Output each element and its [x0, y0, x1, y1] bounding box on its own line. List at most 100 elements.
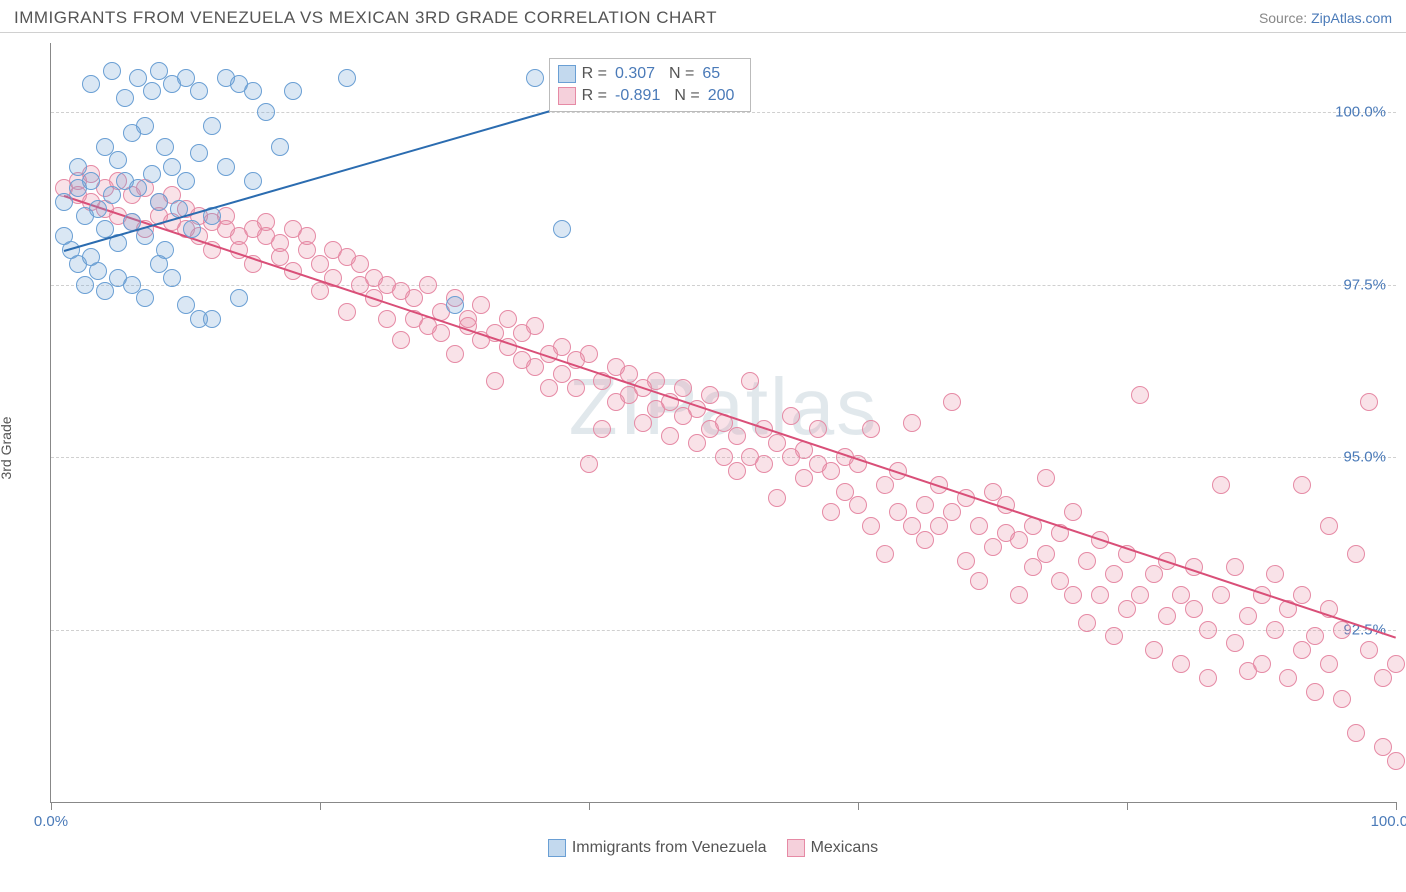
- scatter-point: [943, 393, 961, 411]
- legend-bottom: Immigrants from VenezuelaMexicans: [0, 839, 1406, 857]
- scatter-point: [1226, 634, 1244, 652]
- scatter-point: [136, 117, 154, 135]
- scatter-point: [984, 538, 1002, 556]
- scatter-point: [1293, 476, 1311, 494]
- scatter-point: [156, 241, 174, 259]
- scatter-point: [156, 138, 174, 156]
- scatter-point: [1105, 627, 1123, 645]
- scatter-point: [1131, 586, 1149, 604]
- legend-swatch: [548, 839, 566, 857]
- scatter-point: [1145, 641, 1163, 659]
- scatter-point: [567, 379, 585, 397]
- legend-swatch: [558, 87, 576, 105]
- scatter-point: [203, 117, 221, 135]
- trend-line: [64, 195, 1396, 638]
- legend-swatch: [558, 65, 576, 83]
- legend-r-value: -0.891: [615, 85, 660, 107]
- scatter-point: [526, 317, 544, 335]
- scatter-point: [970, 517, 988, 535]
- legend-stats: R =0.307N =65R =-0.891N =200: [549, 58, 752, 112]
- scatter-point: [526, 358, 544, 376]
- source-link[interactable]: ZipAtlas.com: [1311, 10, 1392, 26]
- scatter-point: [338, 303, 356, 321]
- scatter-point: [849, 496, 867, 514]
- scatter-point: [405, 289, 423, 307]
- scatter-point: [82, 172, 100, 190]
- scatter-point: [768, 489, 786, 507]
- scatter-point: [728, 462, 746, 480]
- scatter-point: [446, 296, 464, 314]
- scatter-point: [486, 372, 504, 390]
- scatter-point: [957, 552, 975, 570]
- scatter-point: [257, 213, 275, 231]
- chart-area: 3rd Grade ZIPatlas 92.5%95.0%97.5%100.0%…: [0, 33, 1406, 863]
- legend-row: R =-0.891N =200: [558, 85, 743, 107]
- gridline: [51, 630, 1396, 631]
- scatter-point: [284, 82, 302, 100]
- scatter-point: [661, 427, 679, 445]
- scatter-point: [392, 331, 410, 349]
- scatter-point: [177, 172, 195, 190]
- chart-source: Source: ZipAtlas.com: [1259, 10, 1392, 26]
- scatter-point: [257, 103, 275, 121]
- scatter-point: [244, 172, 262, 190]
- scatter-point: [203, 310, 221, 328]
- scatter-point: [580, 455, 598, 473]
- scatter-point: [378, 310, 396, 328]
- scatter-point: [1212, 476, 1230, 494]
- scatter-point: [1158, 607, 1176, 625]
- scatter-point: [943, 503, 961, 521]
- scatter-point: [1199, 621, 1217, 639]
- x-tick: [1396, 802, 1397, 810]
- scatter-point: [741, 372, 759, 390]
- legend-row: R =0.307N =65: [558, 63, 743, 85]
- scatter-point: [822, 462, 840, 480]
- scatter-point: [190, 144, 208, 162]
- scatter-point: [1105, 565, 1123, 583]
- scatter-point: [109, 151, 127, 169]
- scatter-point: [96, 282, 114, 300]
- scatter-point: [1253, 655, 1271, 673]
- scatter-point: [1199, 669, 1217, 687]
- scatter-point: [688, 434, 706, 452]
- scatter-point: [553, 220, 571, 238]
- scatter-point: [1037, 545, 1055, 563]
- scatter-point: [647, 372, 665, 390]
- scatter-point: [540, 379, 558, 397]
- scatter-point: [76, 276, 94, 294]
- legend-r-label: R =: [582, 63, 607, 85]
- y-tick-label: 97.5%: [1343, 276, 1386, 293]
- scatter-point: [271, 138, 289, 156]
- scatter-point: [1333, 690, 1351, 708]
- scatter-point: [1064, 586, 1082, 604]
- scatter-point: [1320, 655, 1338, 673]
- scatter-point: [1226, 558, 1244, 576]
- scatter-point: [1064, 503, 1082, 521]
- scatter-point: [1037, 469, 1055, 487]
- scatter-point: [1266, 565, 1284, 583]
- scatter-point: [634, 414, 652, 432]
- x-tick: [589, 802, 590, 810]
- legend-series-label: Mexicans: [811, 839, 879, 856]
- scatter-point: [862, 517, 880, 535]
- scatter-point: [1347, 724, 1365, 742]
- chart-title: IMMIGRANTS FROM VENEZUELA VS MEXICAN 3RD…: [14, 8, 717, 28]
- scatter-point: [116, 89, 134, 107]
- scatter-point: [459, 310, 477, 328]
- scatter-point: [1010, 586, 1028, 604]
- legend-n-value: 65: [702, 63, 720, 85]
- scatter-point: [1172, 655, 1190, 673]
- chart-header: IMMIGRANTS FROM VENEZUELA VS MEXICAN 3RD…: [0, 0, 1406, 33]
- scatter-point: [419, 276, 437, 294]
- scatter-point: [1293, 586, 1311, 604]
- x-tick: [320, 802, 321, 810]
- scatter-point: [1360, 393, 1378, 411]
- scatter-point: [1360, 641, 1378, 659]
- scatter-point: [728, 427, 746, 445]
- scatter-point: [230, 289, 248, 307]
- y-axis-label: 3rd Grade: [0, 416, 14, 479]
- plot-region: ZIPatlas 92.5%95.0%97.5%100.0%0.0%100.0%…: [50, 43, 1396, 803]
- scatter-point: [1279, 669, 1297, 687]
- scatter-point: [446, 345, 464, 363]
- scatter-point: [55, 193, 73, 211]
